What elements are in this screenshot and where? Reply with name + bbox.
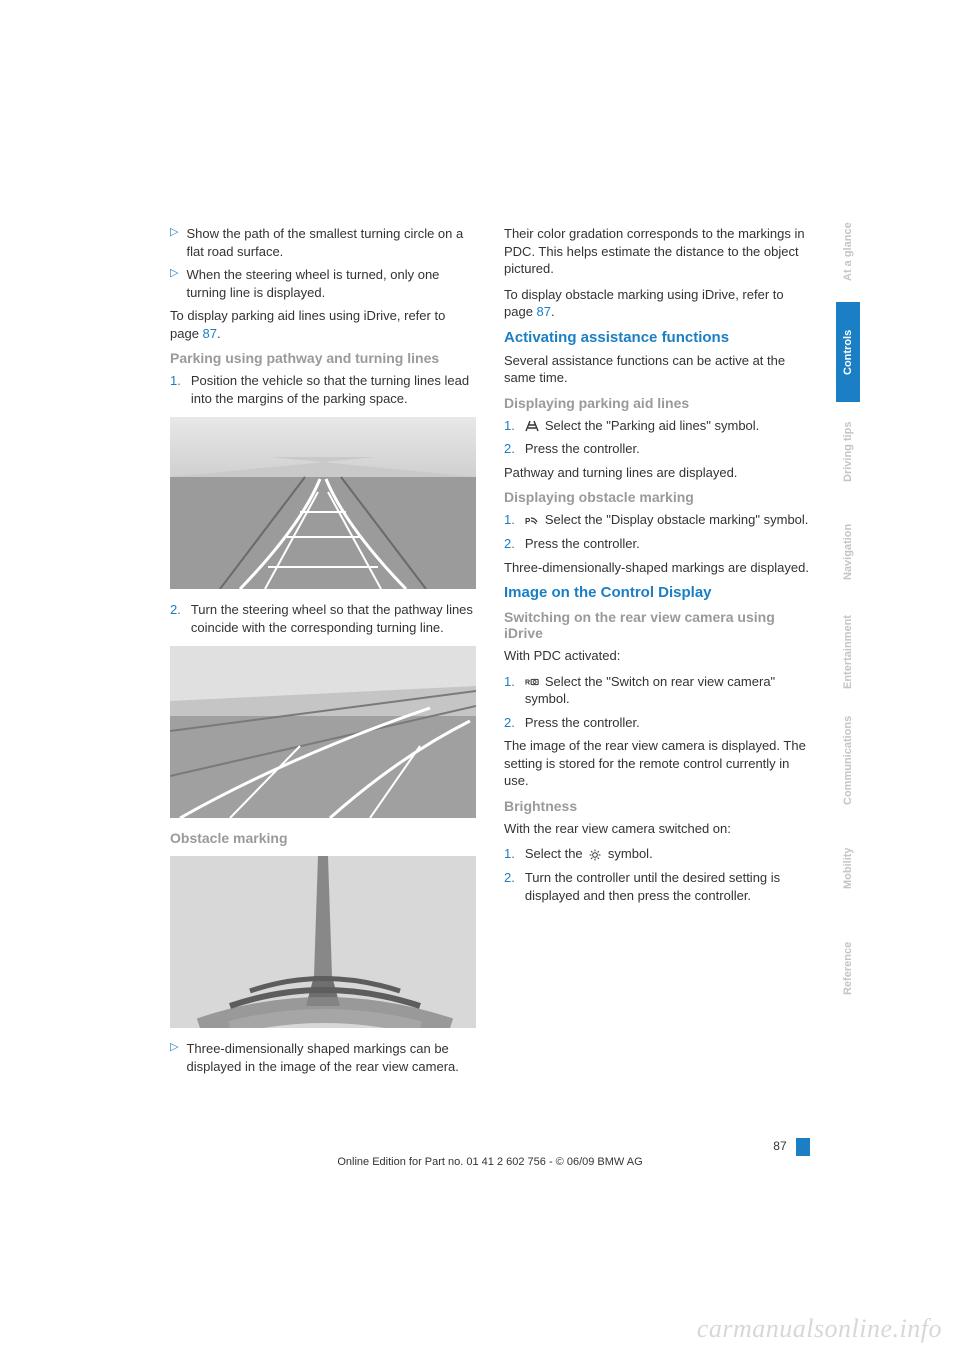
brightness-sun-icon: [589, 849, 601, 861]
step-number: 1.: [504, 511, 515, 529]
page-number-bar-icon: [796, 1138, 810, 1156]
paragraph: The image of the rear view camera is dis…: [504, 737, 810, 790]
obstacle-marking-icon: P: [525, 515, 539, 527]
parking-lines-icon: [525, 420, 539, 432]
footer-line: Online Edition for Part no. 01 41 2 602 …: [170, 1156, 810, 1168]
step-number: 1.: [170, 372, 181, 407]
text: Select the "Parking aid lines" symbol.: [545, 418, 759, 433]
watermark: carmanualsonline.info: [697, 1314, 942, 1344]
heading-displaying-parking-aid: Displaying parking aid lines: [504, 395, 810, 411]
heading-brightness: Brightness: [504, 798, 810, 814]
bullet-text: Show the path of the smallest turning ci…: [186, 225, 476, 260]
step-text: RSelect the "Switch on rear view camera"…: [525, 673, 810, 708]
paragraph: To display parking aid lines using iDriv…: [170, 307, 476, 342]
tab-entertainment[interactable]: Entertainment: [836, 602, 860, 702]
heading-parking-pathway: Parking using pathway and turning lines: [170, 350, 476, 366]
step-number: 1.: [504, 673, 515, 708]
triangle-bullet-icon: ▷: [170, 225, 178, 260]
page-number: 87: [773, 1139, 786, 1153]
tab-controls[interactable]: Controls: [836, 302, 860, 402]
paragraph: To display obstacle marking using iDrive…: [504, 286, 810, 321]
step-item: 1. Select the "Parking aid lines" symbol…: [504, 417, 810, 435]
heading-obstacle-marking: Obstacle marking: [170, 830, 476, 846]
bullet-item: ▷ Show the path of the smallest turning …: [170, 225, 476, 260]
tab-reference[interactable]: Reference: [836, 918, 860, 1018]
step-number: 1.: [504, 845, 515, 863]
tab-mobility[interactable]: Mobility: [836, 818, 860, 918]
text: symbol.: [604, 846, 652, 861]
step-item: 1. P Select the "Display obstacle marking…: [504, 511, 810, 529]
paragraph: Pathway and turning lines are displayed.: [504, 464, 810, 482]
page-link[interactable]: 87: [203, 326, 217, 341]
triangle-bullet-icon: ▷: [170, 266, 178, 301]
step-number: 2.: [170, 601, 181, 636]
text: Select the: [525, 846, 586, 861]
bullet-text: Three-dimensionally shaped markings can …: [186, 1040, 476, 1075]
step-number: 2.: [504, 535, 515, 553]
figure-obstacle-marking: [170, 856, 476, 1028]
heading-displaying-obstacle: Displaying obstacle marking: [504, 489, 810, 505]
left-column: ▷ Show the path of the smallest turning …: [170, 225, 476, 1082]
paragraph: Their color gradation corresponds to the…: [504, 225, 810, 278]
step-item: 1. Select the symbol.: [504, 845, 810, 863]
bullet-item: ▷ Three-dimensionally shaped markings ca…: [170, 1040, 476, 1075]
step-number: 2.: [504, 714, 515, 732]
step-text: Turn the steering wheel so that the path…: [191, 601, 476, 636]
manual-page: ▷ Show the path of the smallest turning …: [0, 0, 960, 1358]
heading-image-control-display: Image on the Control Display: [504, 584, 810, 601]
bullet-item: ▷ When the steering wheel is turned, onl…: [170, 266, 476, 301]
tab-driving-tips[interactable]: Driving tips: [836, 402, 860, 502]
paragraph: With the rear view camera switched on:: [504, 820, 810, 838]
step-text: Press the controller.: [525, 440, 640, 458]
page-link[interactable]: 87: [537, 304, 551, 319]
svg-text:P: P: [525, 517, 531, 526]
rear-camera-icon: R: [525, 676, 539, 688]
tab-navigation[interactable]: Navigation: [836, 502, 860, 602]
heading-activating: Activating assistance functions: [504, 329, 810, 346]
step-item: 2. Press the controller.: [504, 714, 810, 732]
step-number: 2.: [504, 869, 515, 904]
step-item: 2. Turn the steering wheel so that the p…: [170, 601, 476, 636]
step-item: 2. Turn the controller until the desired…: [504, 869, 810, 904]
tab-at-a-glance[interactable]: At a glance: [836, 202, 860, 302]
right-column: Their color gradation corresponds to the…: [504, 225, 810, 1082]
step-number: 2.: [504, 440, 515, 458]
step-item: 2. Press the controller.: [504, 440, 810, 458]
paragraph: Three-dimensionally-shaped markings are …: [504, 559, 810, 577]
figure-pathway-lines: [170, 646, 476, 818]
svg-text:R: R: [525, 680, 530, 687]
step-item: 1. Position the vehicle so that the turn…: [170, 372, 476, 407]
step-text: Select the "Parking aid lines" symbol.: [525, 417, 759, 435]
step-item: 2. Press the controller.: [504, 535, 810, 553]
page-number-wrap: 87: [170, 1138, 810, 1156]
text: Select the "Switch on rear view camera" …: [525, 674, 775, 707]
heading-switching-rear-view: Switching on the rear view camera using …: [504, 609, 810, 641]
content-columns: ▷ Show the path of the smallest turning …: [170, 225, 810, 1082]
figure-turning-lines: [170, 417, 476, 589]
step-text: Select the symbol.: [525, 845, 653, 863]
step-text: Position the vehicle so that the turning…: [191, 372, 476, 407]
side-tabs: At a glanceControlsDriving tipsNavigatio…: [836, 202, 860, 1018]
step-text: Press the controller.: [525, 714, 640, 732]
paragraph: Several assistance functions can be acti…: [504, 352, 810, 387]
paragraph: With PDC activated:: [504, 647, 810, 665]
text: Select the "Display obstacle marking" sy…: [545, 512, 809, 527]
step-text: Turn the controller until the desired se…: [525, 869, 810, 904]
tab-communications[interactable]: Communications: [836, 702, 860, 818]
step-number: 1.: [504, 417, 515, 435]
bullet-text: When the steering wheel is turned, only …: [186, 266, 476, 301]
step-item: 1. RSelect the "Switch on rear view came…: [504, 673, 810, 708]
step-text: P Select the "Display obstacle marking" s…: [525, 511, 809, 529]
step-text: Press the controller.: [525, 535, 640, 553]
triangle-bullet-icon: ▷: [170, 1040, 178, 1075]
